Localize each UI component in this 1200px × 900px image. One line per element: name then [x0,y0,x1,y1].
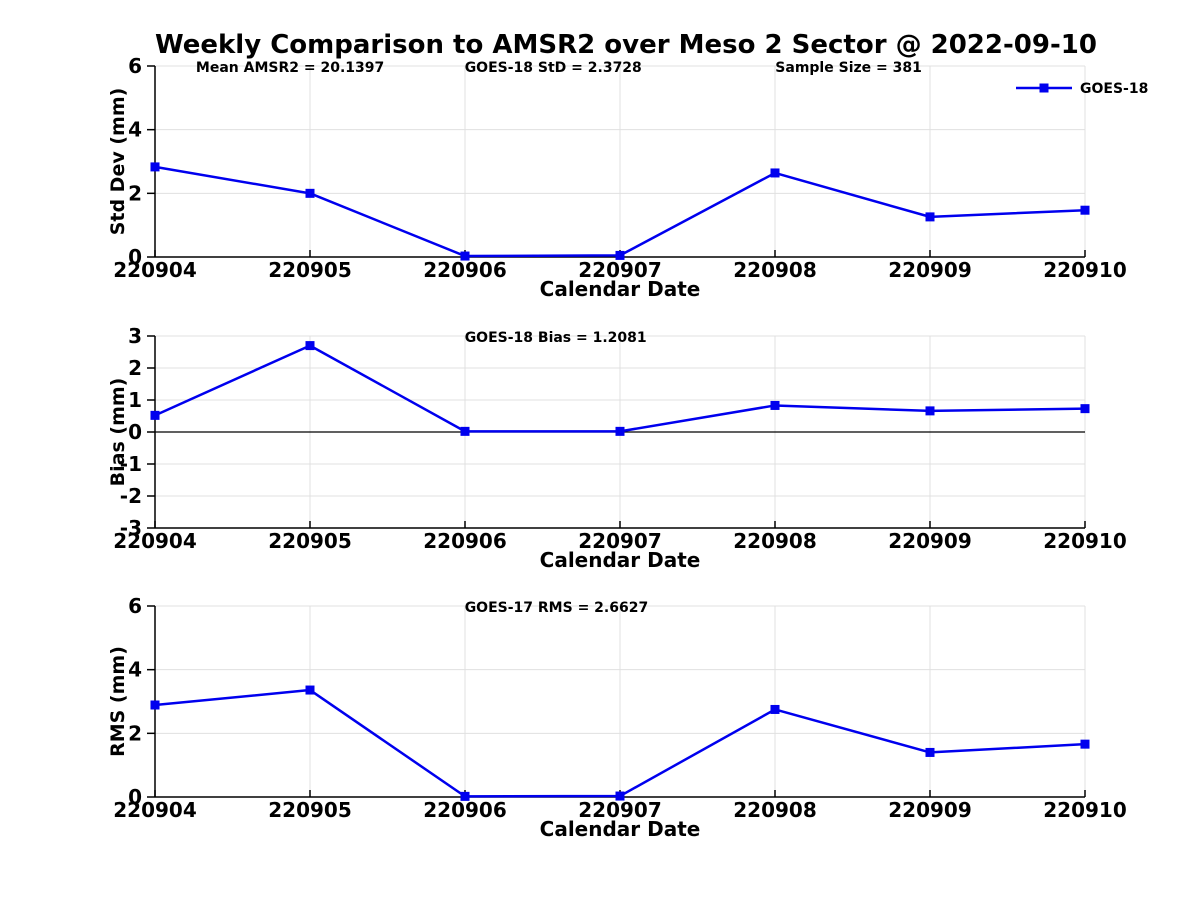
x-tick-label: 220907 [578,258,662,282]
y-tick-label: 0 [128,420,142,444]
data-marker [460,426,470,436]
annotation: GOES-17 RMS = 2.6627 [465,600,649,616]
subplot-2: -3 -2 -1 0 1 2 3 220904 220905 220906 220907 220908… [107,324,1127,572]
data-marker [925,406,935,416]
x-axis-label: Calendar Date [540,277,701,301]
data-marker [460,251,470,261]
data-marker [1080,739,1090,749]
subplot-1: 0 2 4 6 220904 220905 220906 220907 220908 220909… [107,54,1148,301]
x-tick-label: 220910 [1043,258,1127,282]
x-tick-label: 220905 [268,798,352,822]
data-marker [925,747,935,757]
data-marker [150,410,160,420]
x-tick-label: 220907 [578,529,662,553]
annotation: Sample Size = 381 [775,60,922,76]
x-tick-label: 220904 [113,798,197,822]
subplot-3: 0 2 4 6 220904 220905 220906 220907 220908 220909… [107,594,1127,841]
y-tick-label: 3 [128,324,142,348]
x-tick-label: 220909 [888,258,972,282]
data-marker [305,188,315,198]
x-tick-label: 220910 [1043,798,1127,822]
y-tick-label: 0 [128,245,142,269]
y-tick-label: 1 [128,388,142,412]
data-marker [150,162,160,172]
annotation: Mean AMSR2 = 20.1397 [196,60,384,76]
data-marker [770,704,780,714]
legend-label: GOES-18 [1080,81,1148,97]
x-tick-label: 220905 [268,529,352,553]
x-tick-label: 220908 [733,258,817,282]
x-tick-label: 220904 [113,529,197,553]
x-axis-label: Calendar Date [540,817,701,841]
y-tick-label: -1 [120,452,142,476]
y-axis-label: RMS (mm) [107,646,129,757]
legend: GOES-18 [1016,81,1148,97]
data-marker [1080,404,1090,414]
y-tick-label: -2 [120,484,142,508]
data-marker [460,791,470,801]
data-marker [615,250,625,260]
y-tick-label: 2 [128,181,142,205]
x-tick-label: 220906 [423,529,507,553]
data-marker [770,400,780,410]
y-tick-label: -3 [120,516,142,540]
data-marker [305,341,315,351]
y-tick-label: 2 [128,721,142,745]
x-tick-label: 220908 [733,529,817,553]
y-tick-label: 4 [128,118,142,142]
annotation: GOES-18 Bias = 1.2081 [465,330,647,346]
x-tick-label: 220908 [733,798,817,822]
figure-title: Weekly Comparison to AMSR2 over Meso 2 S… [155,30,1097,60]
x-tick-label: 220904 [113,258,197,282]
x-axis-label: Calendar Date [540,548,701,572]
y-axis-label: Std Dev (mm) [107,88,129,236]
data-marker [925,212,935,222]
x-tick-label: 220906 [423,258,507,282]
data-marker [1080,205,1090,215]
x-tick-label: 220910 [1043,529,1127,553]
annotation: GOES-18 StD = 2.3728 [465,60,642,76]
data-marker [615,426,625,436]
y-tick-label: 2 [128,356,142,380]
x-tick-label: 220907 [578,798,662,822]
x-tick-label: 220909 [888,529,972,553]
x-tick-label: 220905 [268,258,352,282]
x-tick-label: 220909 [888,798,972,822]
y-tick-label: 0 [128,785,142,809]
y-axis-label: Bias (mm) [107,378,129,487]
y-tick-label: 4 [128,658,142,682]
data-marker [150,700,160,710]
x-tick-label: 220906 [423,798,507,822]
y-tick-label: 6 [128,594,142,618]
y-tick-label: 6 [128,54,142,78]
data-marker [615,791,625,801]
legend-marker [1039,83,1049,93]
data-marker [770,168,780,178]
data-marker [305,685,315,695]
